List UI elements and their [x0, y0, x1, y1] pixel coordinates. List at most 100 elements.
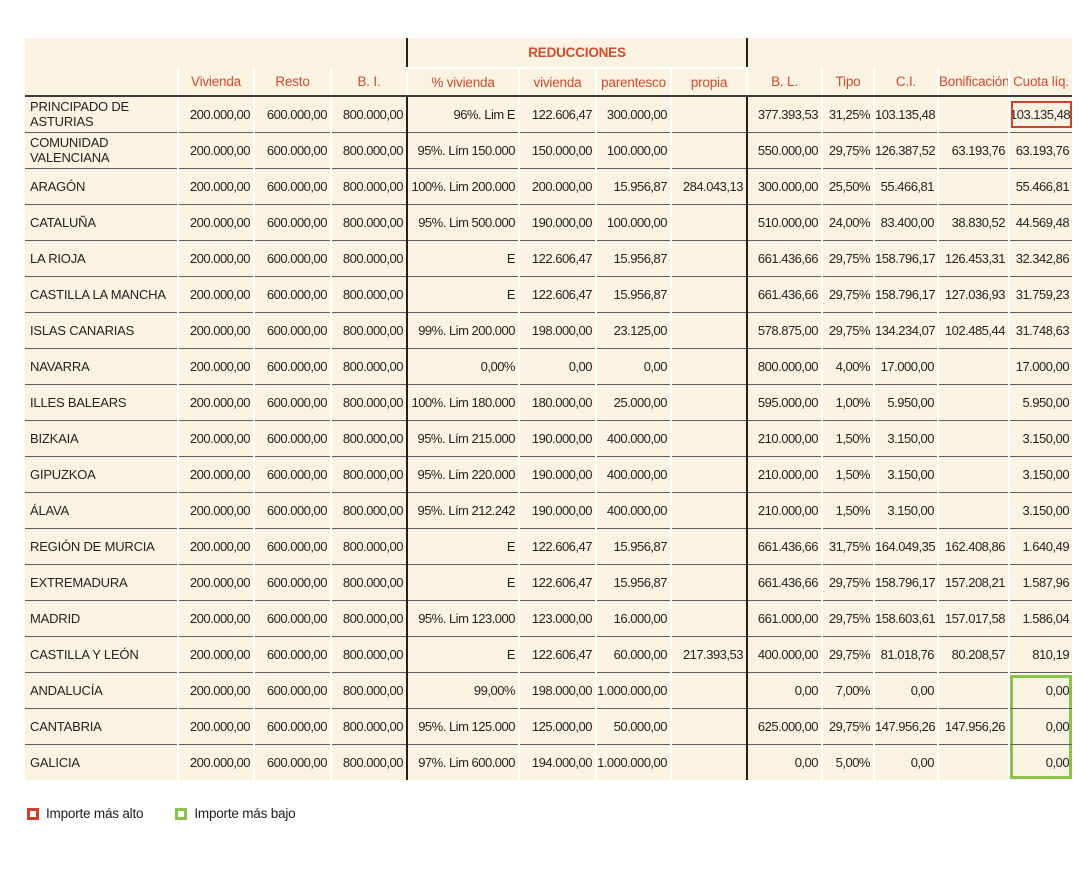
region-cell: ARAGÓN	[25, 167, 178, 204]
value-cell: 661.436,66	[746, 239, 822, 276]
header-spacer-right	[745, 38, 1073, 68]
value-cell	[670, 599, 747, 636]
value-cell: 83.400,00	[873, 203, 938, 240]
value-cell: 81.018,76	[873, 635, 938, 672]
value-cell: 190.000,00	[518, 419, 596, 456]
table-row: CASTILLA LA MANCHA 200.000,00 600.000,00 80…	[25, 275, 1073, 312]
value-cell: 15.956,87	[595, 275, 671, 312]
value-cell: 0,00	[1007, 671, 1074, 708]
value-cell: 100%. Lim 200.000	[406, 167, 519, 204]
column-header-region	[25, 68, 178, 97]
table-row: EXTREMADURA 200.000,00 600.000,00 800.000,0…	[25, 563, 1073, 600]
value-cell: 600.000,00	[253, 527, 331, 564]
value-cell: 600.000,00	[253, 563, 331, 600]
table-row: REGIÓN DE MURCIA 200.000,00 600.000,00 800.…	[25, 527, 1073, 564]
value-cell: 0,00	[518, 347, 596, 384]
value-cell: 0,00	[1007, 743, 1074, 780]
value-cell: 400.000,00	[595, 419, 671, 456]
region-cell: GALICIA	[25, 743, 178, 780]
value-cell: 3.150,00	[873, 491, 938, 528]
column-header-c-i: C.I.	[873, 68, 938, 97]
value-cell: 400.000,00	[746, 635, 822, 672]
region-cell: COMUNIDAD VALENCIANA	[25, 131, 178, 168]
value-cell: 600.000,00	[253, 203, 331, 240]
value-cell: 122.606,47	[518, 95, 596, 132]
value-cell: 810,19	[1007, 635, 1073, 672]
value-cell: 377.393,53	[746, 95, 822, 132]
value-cell: 29,75%	[821, 311, 874, 348]
region-cell: ÁLAVA	[25, 491, 178, 528]
value-cell: 1.586,04	[1007, 599, 1073, 636]
value-cell: 17.000,00	[873, 347, 938, 384]
table-row: NAVARRA 200.000,00 600.000,00 800.000,00 0,0…	[25, 347, 1073, 384]
column-header-b-i: B. I.	[330, 68, 407, 97]
value-cell: 400.000,00	[595, 455, 671, 492]
value-cell: 200.000,00	[177, 311, 254, 348]
value-cell: 1.000.000,00	[595, 743, 671, 780]
value-cell: 800.000,00	[330, 527, 407, 564]
value-cell: 661.000,00	[746, 599, 822, 636]
value-cell: 0,00	[1007, 707, 1074, 744]
value-cell: 123.000,00	[518, 599, 596, 636]
value-cell: 102.485,44	[937, 311, 1009, 348]
table-header: REDUCCIONES Vivienda Resto B. I.% vivienda v…	[25, 38, 1073, 97]
value-cell: 158.796,17	[873, 563, 938, 600]
value-cell: 127.036,93	[937, 275, 1009, 312]
value-cell: 200.000,00	[177, 347, 254, 384]
value-cell	[670, 311, 747, 348]
value-cell: 600.000,00	[253, 239, 331, 276]
value-cell: 200.000,00	[177, 635, 254, 672]
table-row: MADRID 200.000,00 600.000,00 800.000,00 95%.…	[25, 599, 1073, 636]
value-cell: 800.000,00	[330, 239, 407, 276]
legend-label-highest: Importe más alto	[46, 806, 144, 821]
table-row: PRINCIPADO DE ASTURIAS 200.000,00 600.000,…	[25, 95, 1074, 132]
value-cell: 23.125,00	[595, 311, 671, 348]
value-cell	[670, 383, 747, 420]
value-cell	[670, 95, 747, 132]
table-row: GALICIA 200.000,00 600.000,00 800.000,00 97%…	[25, 743, 1074, 780]
value-cell: 800.000,00	[330, 203, 407, 240]
value-cell: 134.234,07	[873, 311, 938, 348]
region-cell: ANDALUCÍA	[25, 671, 178, 708]
region-cell: GIPUZKOA	[25, 455, 178, 492]
value-cell: 217.393,53	[670, 635, 747, 672]
value-cell: 3.150,00	[873, 455, 938, 492]
value-cell	[937, 491, 1009, 528]
value-cell	[937, 383, 1009, 420]
value-cell: 0,00	[873, 671, 938, 708]
value-cell: 210.000,00	[746, 455, 822, 492]
value-cell: 147.956,26	[937, 707, 1009, 744]
value-cell: 200.000,00	[177, 527, 254, 564]
value-cell: 3.150,00	[873, 419, 938, 456]
value-cell	[670, 203, 747, 240]
value-cell: 200.000,00	[177, 707, 254, 744]
value-cell: 162.408,86	[937, 527, 1009, 564]
table-row: ÁLAVA 200.000,00 600.000,00 800.000,00 95%. …	[25, 491, 1073, 528]
value-cell: 95%. Lím 150.000	[406, 131, 519, 168]
region-cell: ISLAS CANARIAS	[25, 311, 178, 348]
value-cell: 300.000,00	[746, 167, 822, 204]
value-cell: 100.000,00	[595, 131, 671, 168]
value-cell	[670, 563, 747, 600]
value-cell	[937, 167, 1009, 204]
value-cell: 625.000,00	[746, 707, 822, 744]
value-cell: 600.000,00	[253, 671, 331, 708]
column-header-vivienda: % vivienda	[406, 68, 519, 97]
value-cell: 190.000,00	[518, 203, 596, 240]
value-cell: 95%. Lím 215.000	[406, 419, 519, 456]
value-cell: 5.950,00	[1007, 383, 1073, 420]
value-cell: 1.587,96	[1007, 563, 1073, 600]
value-cell: 158.796,17	[873, 275, 938, 312]
value-cell	[670, 419, 747, 456]
value-cell: 29,75%	[821, 131, 874, 168]
region-cell: LA RIOJA	[25, 239, 178, 276]
value-cell: 50.000,00	[595, 707, 671, 744]
value-cell: 96%. Lim E	[406, 95, 519, 132]
value-cell	[937, 671, 1009, 708]
table-row: COMUNIDAD VALENCIANA 200.000,00 600.000,00…	[25, 131, 1073, 168]
column-header-cuota-l-q: Cuota líq.	[1007, 68, 1073, 97]
value-cell: 97%. Lim 600.000	[406, 743, 519, 780]
value-cell: 800.000,00	[330, 131, 407, 168]
value-cell: 150.000,00	[518, 131, 596, 168]
column-header-resto: Resto	[253, 68, 331, 97]
